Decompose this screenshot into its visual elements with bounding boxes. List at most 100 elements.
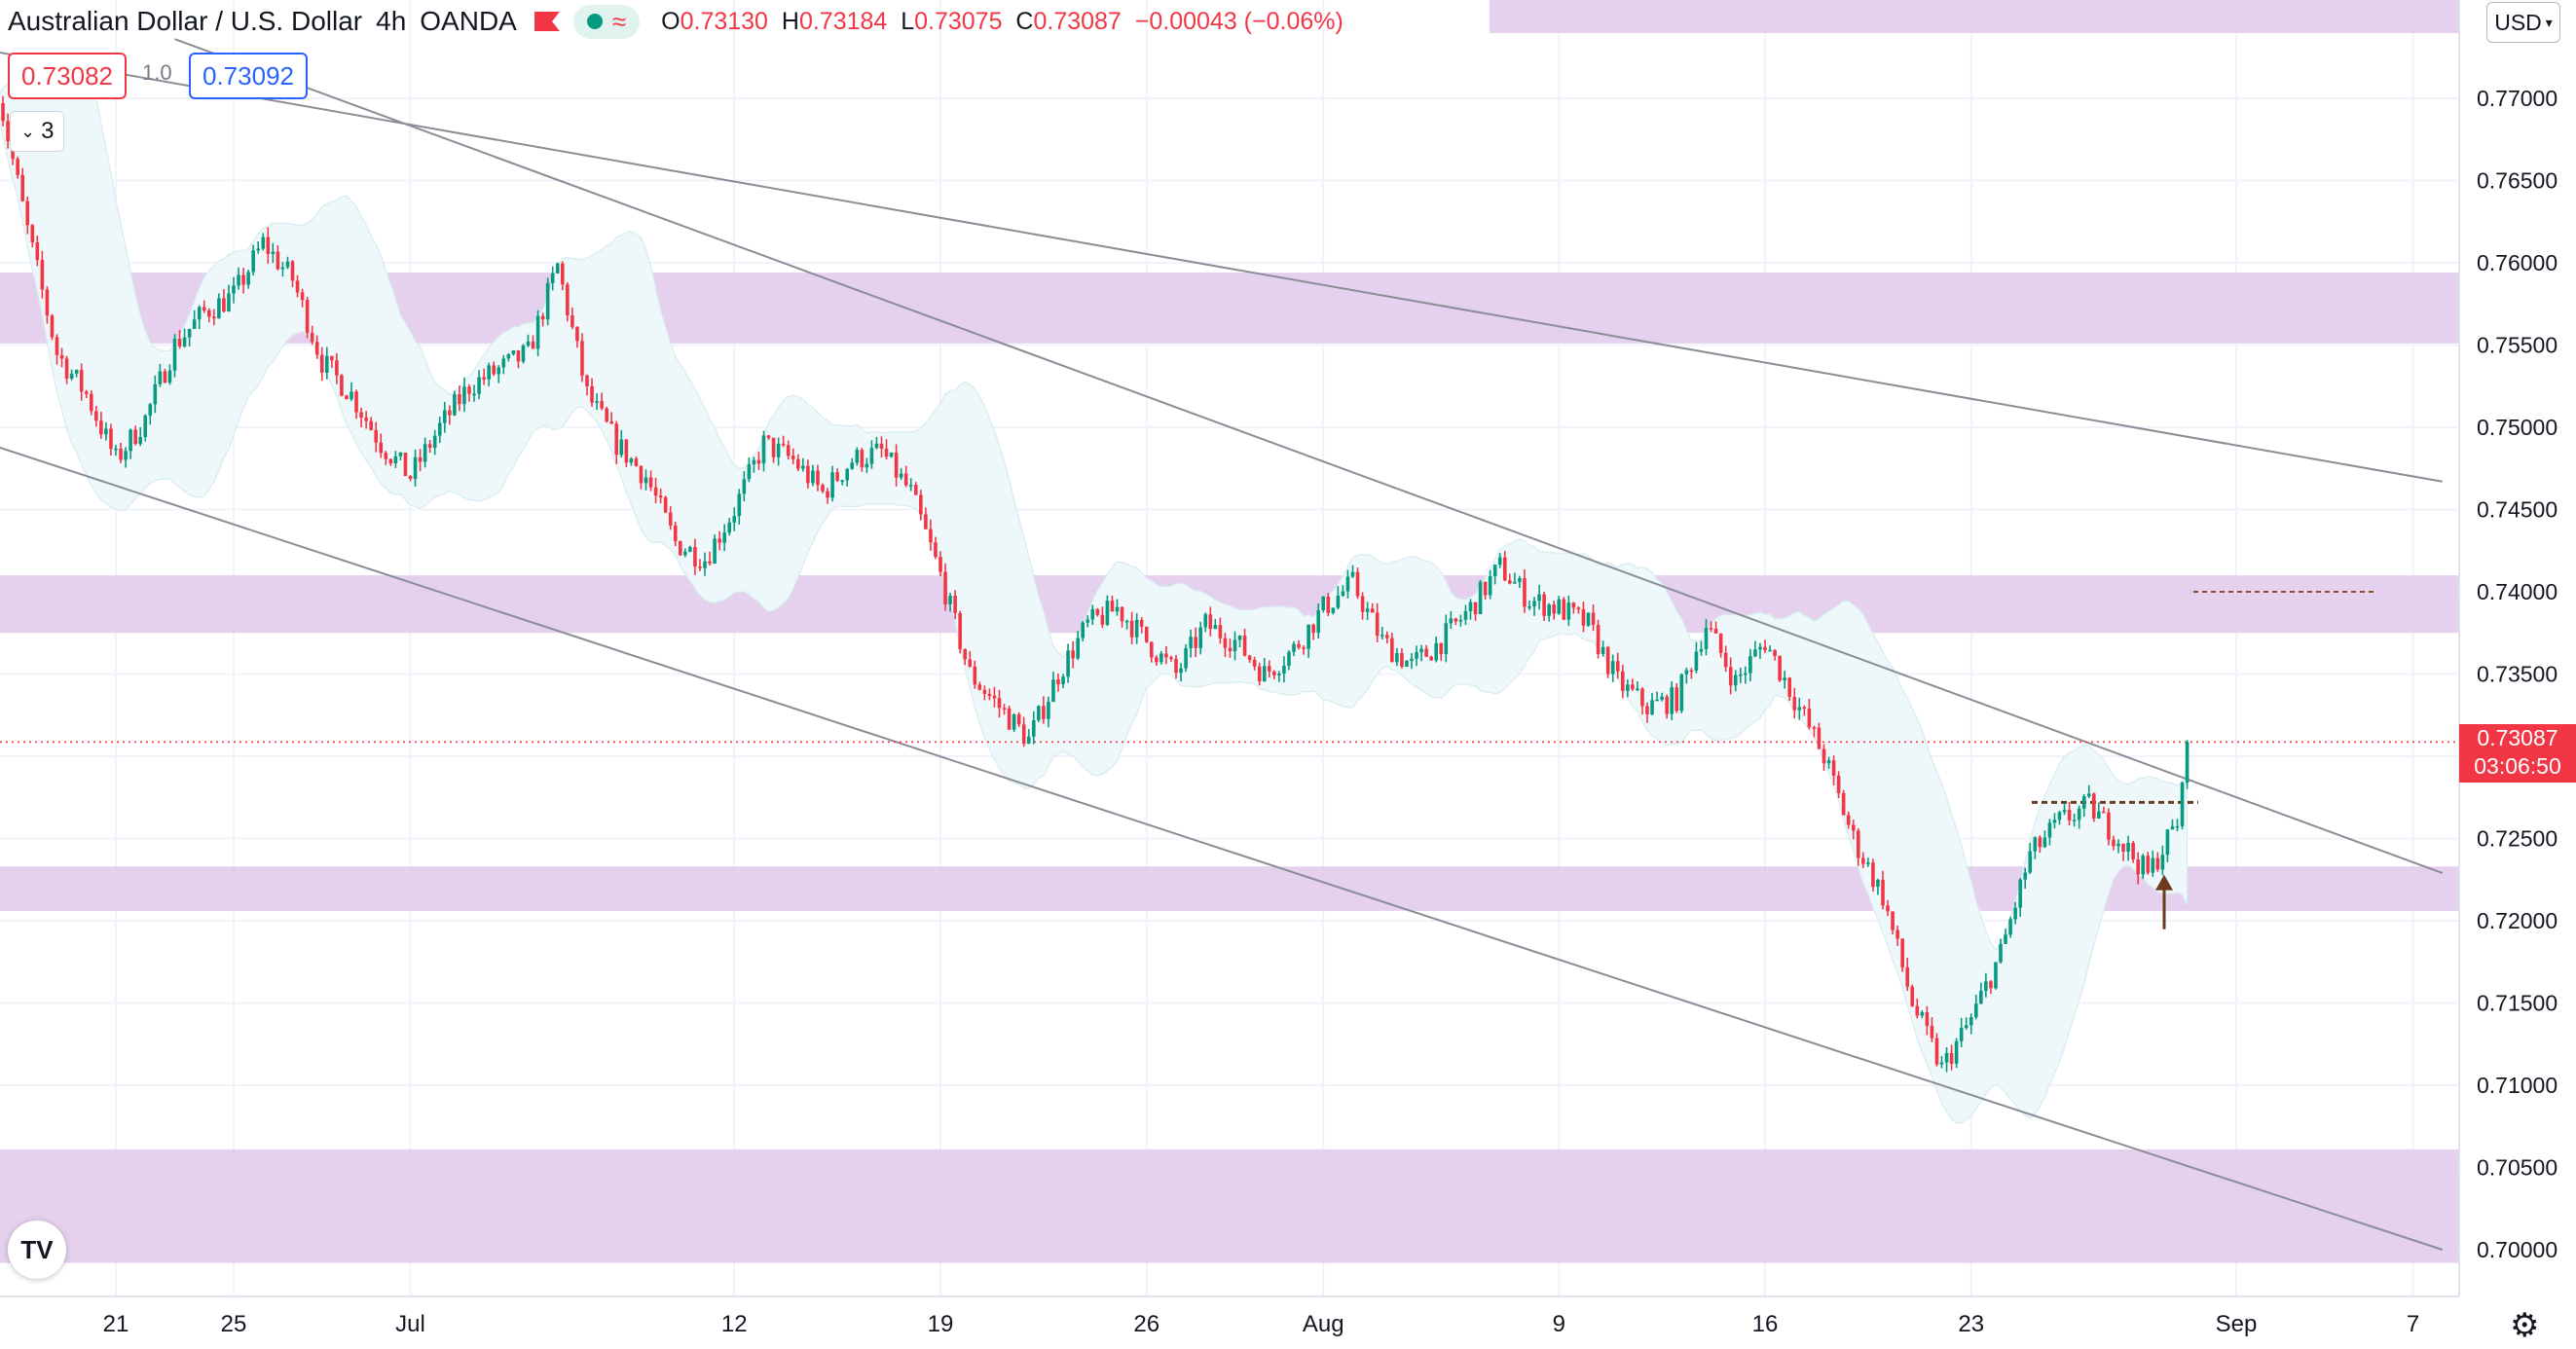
candle-body bbox=[1778, 655, 1782, 681]
candle-body bbox=[634, 458, 639, 466]
candle-body bbox=[1636, 688, 1639, 691]
candle-body bbox=[889, 453, 894, 457]
candle-body bbox=[35, 242, 40, 261]
candle-body bbox=[776, 443, 781, 457]
candle-body bbox=[354, 391, 358, 413]
indicators-toggle-button[interactable]: ⌄ 3 bbox=[10, 111, 65, 152]
candle-body bbox=[908, 485, 913, 487]
candle-body bbox=[1542, 594, 1546, 616]
candle-body bbox=[1223, 638, 1228, 648]
sell-button[interactable]: 0.73082 bbox=[8, 53, 127, 99]
candlestick-series bbox=[1, 95, 2190, 1073]
currency-select[interactable]: USD ▾ bbox=[2486, 2, 2560, 43]
candle-body bbox=[2097, 811, 2101, 819]
candle-body bbox=[624, 439, 629, 463]
candle-body bbox=[1655, 699, 1659, 702]
candle-body bbox=[1856, 830, 1860, 858]
tradingview-logo-icon[interactable]: TV bbox=[8, 1221, 66, 1279]
candle-body bbox=[526, 341, 531, 346]
candle-body bbox=[153, 383, 158, 405]
candle-body bbox=[678, 541, 682, 556]
candle-body bbox=[330, 355, 334, 361]
candle-body bbox=[894, 453, 899, 478]
candle-body bbox=[560, 263, 565, 285]
candle-body bbox=[295, 280, 300, 293]
candle-body bbox=[1458, 619, 1463, 622]
candle-body bbox=[492, 365, 497, 375]
candle-body bbox=[1866, 862, 1870, 864]
symbol-legend[interactable]: Australian Dollar / U.S. Dollar 4h OANDA… bbox=[8, 2, 1343, 41]
candle-body bbox=[94, 411, 98, 421]
candle-body bbox=[1208, 614, 1213, 630]
indicator-count: 3 bbox=[41, 118, 55, 144]
candle-body bbox=[246, 272, 250, 285]
candle-body bbox=[30, 225, 35, 243]
candle-body bbox=[1282, 666, 1286, 674]
candle-body bbox=[953, 596, 957, 613]
candle-body bbox=[713, 538, 717, 564]
candle-body bbox=[45, 289, 50, 316]
candle-body bbox=[752, 459, 756, 464]
spread-value: 1.0 bbox=[142, 60, 172, 85]
candle-body bbox=[1434, 642, 1439, 661]
candle-body bbox=[1723, 652, 1728, 668]
candle-body bbox=[516, 350, 521, 362]
trendline bbox=[0, 446, 2444, 1251]
open-value: 0.73130 bbox=[680, 7, 768, 35]
low-value: 0.73075 bbox=[914, 7, 1003, 35]
candle-body bbox=[1807, 709, 1812, 728]
candle-body bbox=[1576, 607, 1581, 610]
candle-body bbox=[555, 263, 560, 273]
candle-body bbox=[2038, 837, 2042, 848]
candle-body bbox=[609, 421, 614, 424]
candle-body bbox=[6, 121, 10, 142]
up-arrow-annotation bbox=[2155, 874, 2173, 930]
candle-body bbox=[1925, 1011, 1930, 1026]
candle-body bbox=[570, 315, 574, 327]
candle-body bbox=[948, 596, 952, 604]
candle-body bbox=[1252, 659, 1257, 667]
candle-body bbox=[987, 693, 992, 696]
candle-body bbox=[1247, 655, 1252, 660]
candle-body bbox=[290, 261, 295, 281]
market-status-pill[interactable]: ≈ bbox=[572, 4, 641, 39]
candle-body bbox=[903, 473, 908, 486]
candle-body bbox=[968, 659, 973, 667]
candle-body bbox=[314, 342, 319, 355]
candle-body bbox=[1763, 646, 1767, 650]
candle-body bbox=[1694, 651, 1699, 672]
flag-icon[interactable] bbox=[534, 12, 560, 31]
candle-body bbox=[1802, 707, 1807, 710]
candle-body bbox=[1557, 599, 1562, 614]
candle-body bbox=[639, 465, 644, 484]
buy-button[interactable]: 0.73092 bbox=[189, 53, 308, 99]
candle-body bbox=[1454, 618, 1458, 622]
price-tick-label: 0.73500 bbox=[2477, 662, 2558, 687]
candle-body bbox=[1120, 606, 1124, 622]
candle-body bbox=[59, 354, 64, 359]
candle-body bbox=[1758, 646, 1762, 650]
candle-body bbox=[1674, 687, 1679, 711]
candle-body bbox=[840, 480, 844, 482]
candle-body bbox=[535, 315, 540, 349]
candle-body bbox=[437, 422, 442, 436]
candle-body bbox=[1149, 641, 1154, 658]
candle-body bbox=[1783, 677, 1786, 681]
candle-body bbox=[2107, 812, 2111, 840]
price-tick-label: 0.70000 bbox=[2477, 1237, 2558, 1262]
time-tick-label: 16 bbox=[1752, 1311, 1779, 1337]
symbol-name[interactable]: Australian Dollar / U.S. Dollar bbox=[8, 6, 363, 36]
candle-body bbox=[1105, 601, 1110, 625]
candle-body bbox=[1257, 666, 1262, 682]
bar-countdown: 03:06:50 bbox=[2474, 753, 2561, 779]
candle-body bbox=[2112, 839, 2116, 847]
candle-body bbox=[69, 373, 74, 379]
gear-icon[interactable]: ⚙ bbox=[2510, 1307, 2540, 1344]
candle-body bbox=[1605, 646, 1610, 674]
interval-label[interactable]: 4h bbox=[376, 6, 407, 36]
candle-body bbox=[1984, 981, 1988, 991]
candle-body bbox=[1748, 656, 1752, 674]
candle-body bbox=[384, 453, 388, 459]
candle-body bbox=[1871, 862, 1875, 888]
